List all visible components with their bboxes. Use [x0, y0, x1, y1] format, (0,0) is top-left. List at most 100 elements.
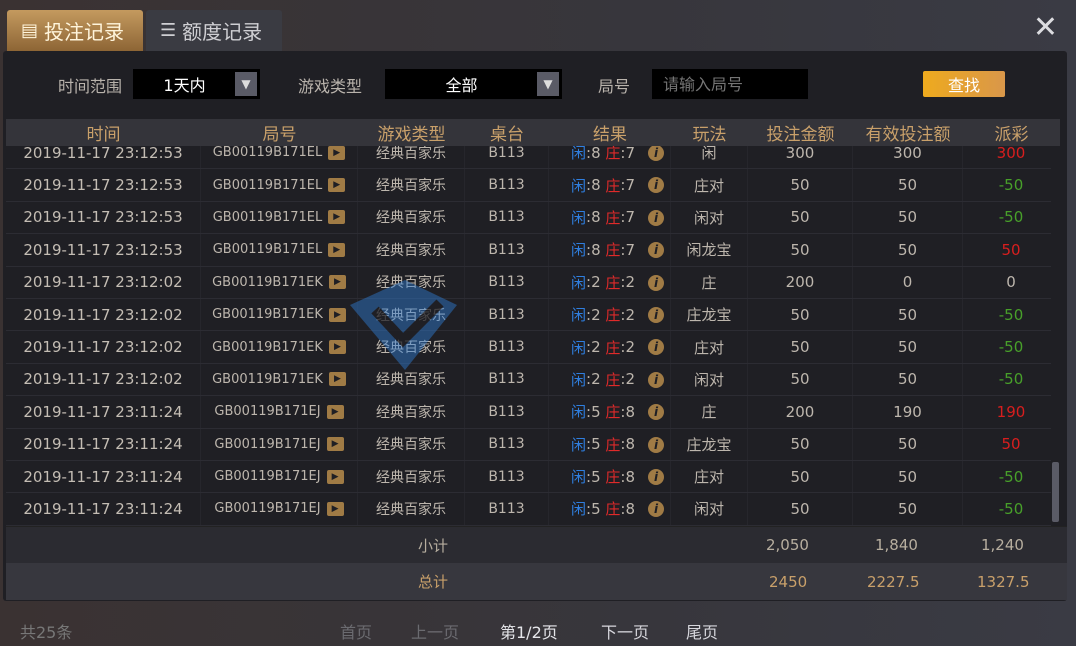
- game-type-select[interactable]: 全部 ▼: [385, 69, 562, 99]
- info-icon[interactable]: i: [648, 371, 664, 388]
- cell-amount: 50: [748, 331, 853, 363]
- info-icon[interactable]: i: [648, 501, 664, 518]
- table-row[interactable]: 2019-11-17 23:12:53 GB00119B171EL ▶ 经典百家乐…: [6, 146, 1060, 170]
- scrollbar-thumb[interactable]: [1052, 462, 1059, 522]
- cell-valid-amount: 50: [853, 201, 963, 234]
- cell-amount: 50: [748, 460, 853, 493]
- play-video-icon[interactable]: ▶: [328, 340, 346, 355]
- close-icon[interactable]: ✕: [1032, 10, 1058, 45]
- table-row[interactable]: 2019-11-17 23:11:24 GB00119B171EJ ▶ 经典百家乐…: [6, 460, 1060, 494]
- cell-game-type: 经典百家乐: [358, 331, 465, 363]
- cell-round: GB00119B171EK ▶: [201, 298, 358, 331]
- total-amount: 2450: [769, 572, 808, 591]
- table-row[interactable]: 2019-11-17 23:12:02 GB00119B171EK ▶ 经典百家乐…: [6, 298, 1060, 332]
- cell-time: 2019-11-17 23:12:02: [6, 331, 201, 363]
- tab-credit-records[interactable]: ☰ 额度记录: [146, 10, 282, 51]
- play-video-icon[interactable]: ▶: [326, 437, 344, 452]
- cell-time: 2019-11-17 23:12:53: [6, 234, 201, 266]
- cell-game-type: 经典百家乐: [358, 266, 465, 298]
- cell-payout: 0: [963, 266, 1060, 298]
- info-icon[interactable]: i: [648, 404, 664, 421]
- info-icon[interactable]: i: [648, 209, 664, 226]
- tab-bet-records[interactable]: ▤ 投注记录: [7, 10, 143, 51]
- play-video-icon[interactable]: ▶: [328, 210, 346, 225]
- cell-round: GB00119B171EL ▶: [201, 234, 358, 266]
- cell-payout: -50: [963, 363, 1060, 396]
- time-range-label: 时间范围: [58, 77, 123, 96]
- prev-page-link[interactable]: 上一页: [411, 623, 460, 642]
- time-range-select[interactable]: 1天内 ▼: [133, 69, 260, 99]
- cell-table: B113: [465, 298, 549, 331]
- cell-table: B113: [465, 266, 549, 298]
- cell-payout: -50: [963, 201, 1060, 234]
- subtotal-amount: 2,050: [766, 536, 809, 554]
- info-icon[interactable]: i: [648, 306, 664, 323]
- document-icon: ▤: [21, 20, 39, 41]
- info-icon[interactable]: i: [648, 436, 664, 453]
- cell-payout: -50: [963, 169, 1060, 201]
- round-input[interactable]: [652, 69, 808, 99]
- play-video-icon[interactable]: ▶: [326, 404, 344, 419]
- last-page-link[interactable]: 尾页: [686, 623, 719, 642]
- table-row[interactable]: 2019-11-17 23:11:24 GB00119B171EJ ▶ 经典百家乐…: [6, 396, 1060, 429]
- info-icon[interactable]: i: [648, 468, 664, 485]
- play-video-icon[interactable]: ▶: [328, 372, 346, 387]
- info-icon[interactable]: i: [648, 242, 664, 259]
- cell-amount: 200: [748, 396, 853, 428]
- chevron-down-icon: ▼: [537, 72, 559, 96]
- table-row[interactable]: 2019-11-17 23:11:24 GB00119B171EJ ▶ 经典百家乐…: [6, 493, 1060, 526]
- table-row[interactable]: 2019-11-17 23:12:02 GB00119B171EK ▶ 经典百家乐…: [6, 331, 1060, 364]
- info-icon[interactable]: i: [648, 146, 664, 161]
- cell-amount: 50: [748, 363, 853, 396]
- play-video-icon[interactable]: ▶: [326, 501, 344, 516]
- table-row[interactable]: 2019-11-17 23:12:02 GB00119B171EK ▶ 经典百家乐…: [6, 266, 1060, 299]
- cell-time: 2019-11-17 23:12:02: [6, 298, 201, 331]
- play-video-icon[interactable]: ▶: [328, 275, 346, 290]
- subtotal-payout: 1,240: [981, 536, 1024, 554]
- play-video-icon[interactable]: ▶: [328, 146, 346, 160]
- col-amount: 投注金额: [766, 125, 835, 145]
- play-video-icon[interactable]: ▶: [328, 307, 346, 322]
- info-icon[interactable]: i: [648, 274, 664, 291]
- play-video-icon[interactable]: ▶: [328, 178, 346, 193]
- table-body[interactable]: 2019-11-17 23:12:53 GB00119B171EL ▶ 经典百家乐…: [6, 146, 1060, 526]
- cell-time: 2019-11-17 23:11:24: [6, 428, 201, 460]
- cell-bet-type: 庄: [671, 396, 748, 428]
- play-video-icon[interactable]: ▶: [326, 469, 344, 484]
- cell-bet-type: 庄对: [671, 169, 748, 201]
- cell-game-type: 经典百家乐: [358, 234, 465, 266]
- next-page-link[interactable]: 下一页: [601, 623, 650, 642]
- cell-bet-type: 闲对: [671, 201, 748, 234]
- cell-game-type: 经典百家乐: [358, 298, 465, 331]
- search-button[interactable]: 查找: [923, 71, 1005, 97]
- table-row[interactable]: 2019-11-17 23:11:24 GB00119B171EJ ▶ 经典百家乐…: [6, 428, 1060, 461]
- table-row[interactable]: 2019-11-17 23:12:53 GB00119B171EL ▶ 经典百家乐…: [6, 201, 1060, 235]
- cell-valid-amount: 50: [853, 169, 963, 201]
- table-row[interactable]: 2019-11-17 23:12:02 GB00119B171EK ▶ 经典百家乐…: [6, 363, 1060, 397]
- cell-time: 2019-11-17 23:12:53: [6, 169, 201, 201]
- scrollbar[interactable]: [1051, 146, 1060, 526]
- info-icon[interactable]: i: [648, 177, 664, 194]
- cell-amount: 50: [748, 428, 853, 460]
- play-video-icon[interactable]: ▶: [328, 242, 346, 257]
- cell-bet-type: 庄对: [671, 331, 748, 363]
- cell-bet-type: 闲对: [671, 493, 748, 525]
- chevron-down-icon: ▼: [235, 72, 257, 96]
- first-page-link[interactable]: 首页: [340, 623, 373, 642]
- cell-round: GB00119B171EL ▶: [201, 201, 358, 234]
- cell-bet-type: 庄龙宝: [671, 298, 748, 331]
- cell-valid-amount: 50: [853, 298, 963, 331]
- cell-amount: 50: [748, 298, 853, 331]
- table-row[interactable]: 2019-11-17 23:12:53 GB00119B171EL ▶ 经典百家乐…: [6, 169, 1060, 202]
- cell-valid-amount: 50: [853, 493, 963, 525]
- info-icon[interactable]: i: [648, 339, 664, 356]
- table-row[interactable]: 2019-11-17 23:12:53 GB00119B171EL ▶ 经典百家乐…: [6, 234, 1060, 267]
- col-bet-type: 玩法: [692, 125, 727, 145]
- col-round: 局号: [262, 125, 297, 145]
- subtotal-valid: 1,840: [875, 536, 918, 554]
- cell-table: B113: [465, 234, 549, 266]
- cell-time: 2019-11-17 23:11:24: [6, 396, 201, 428]
